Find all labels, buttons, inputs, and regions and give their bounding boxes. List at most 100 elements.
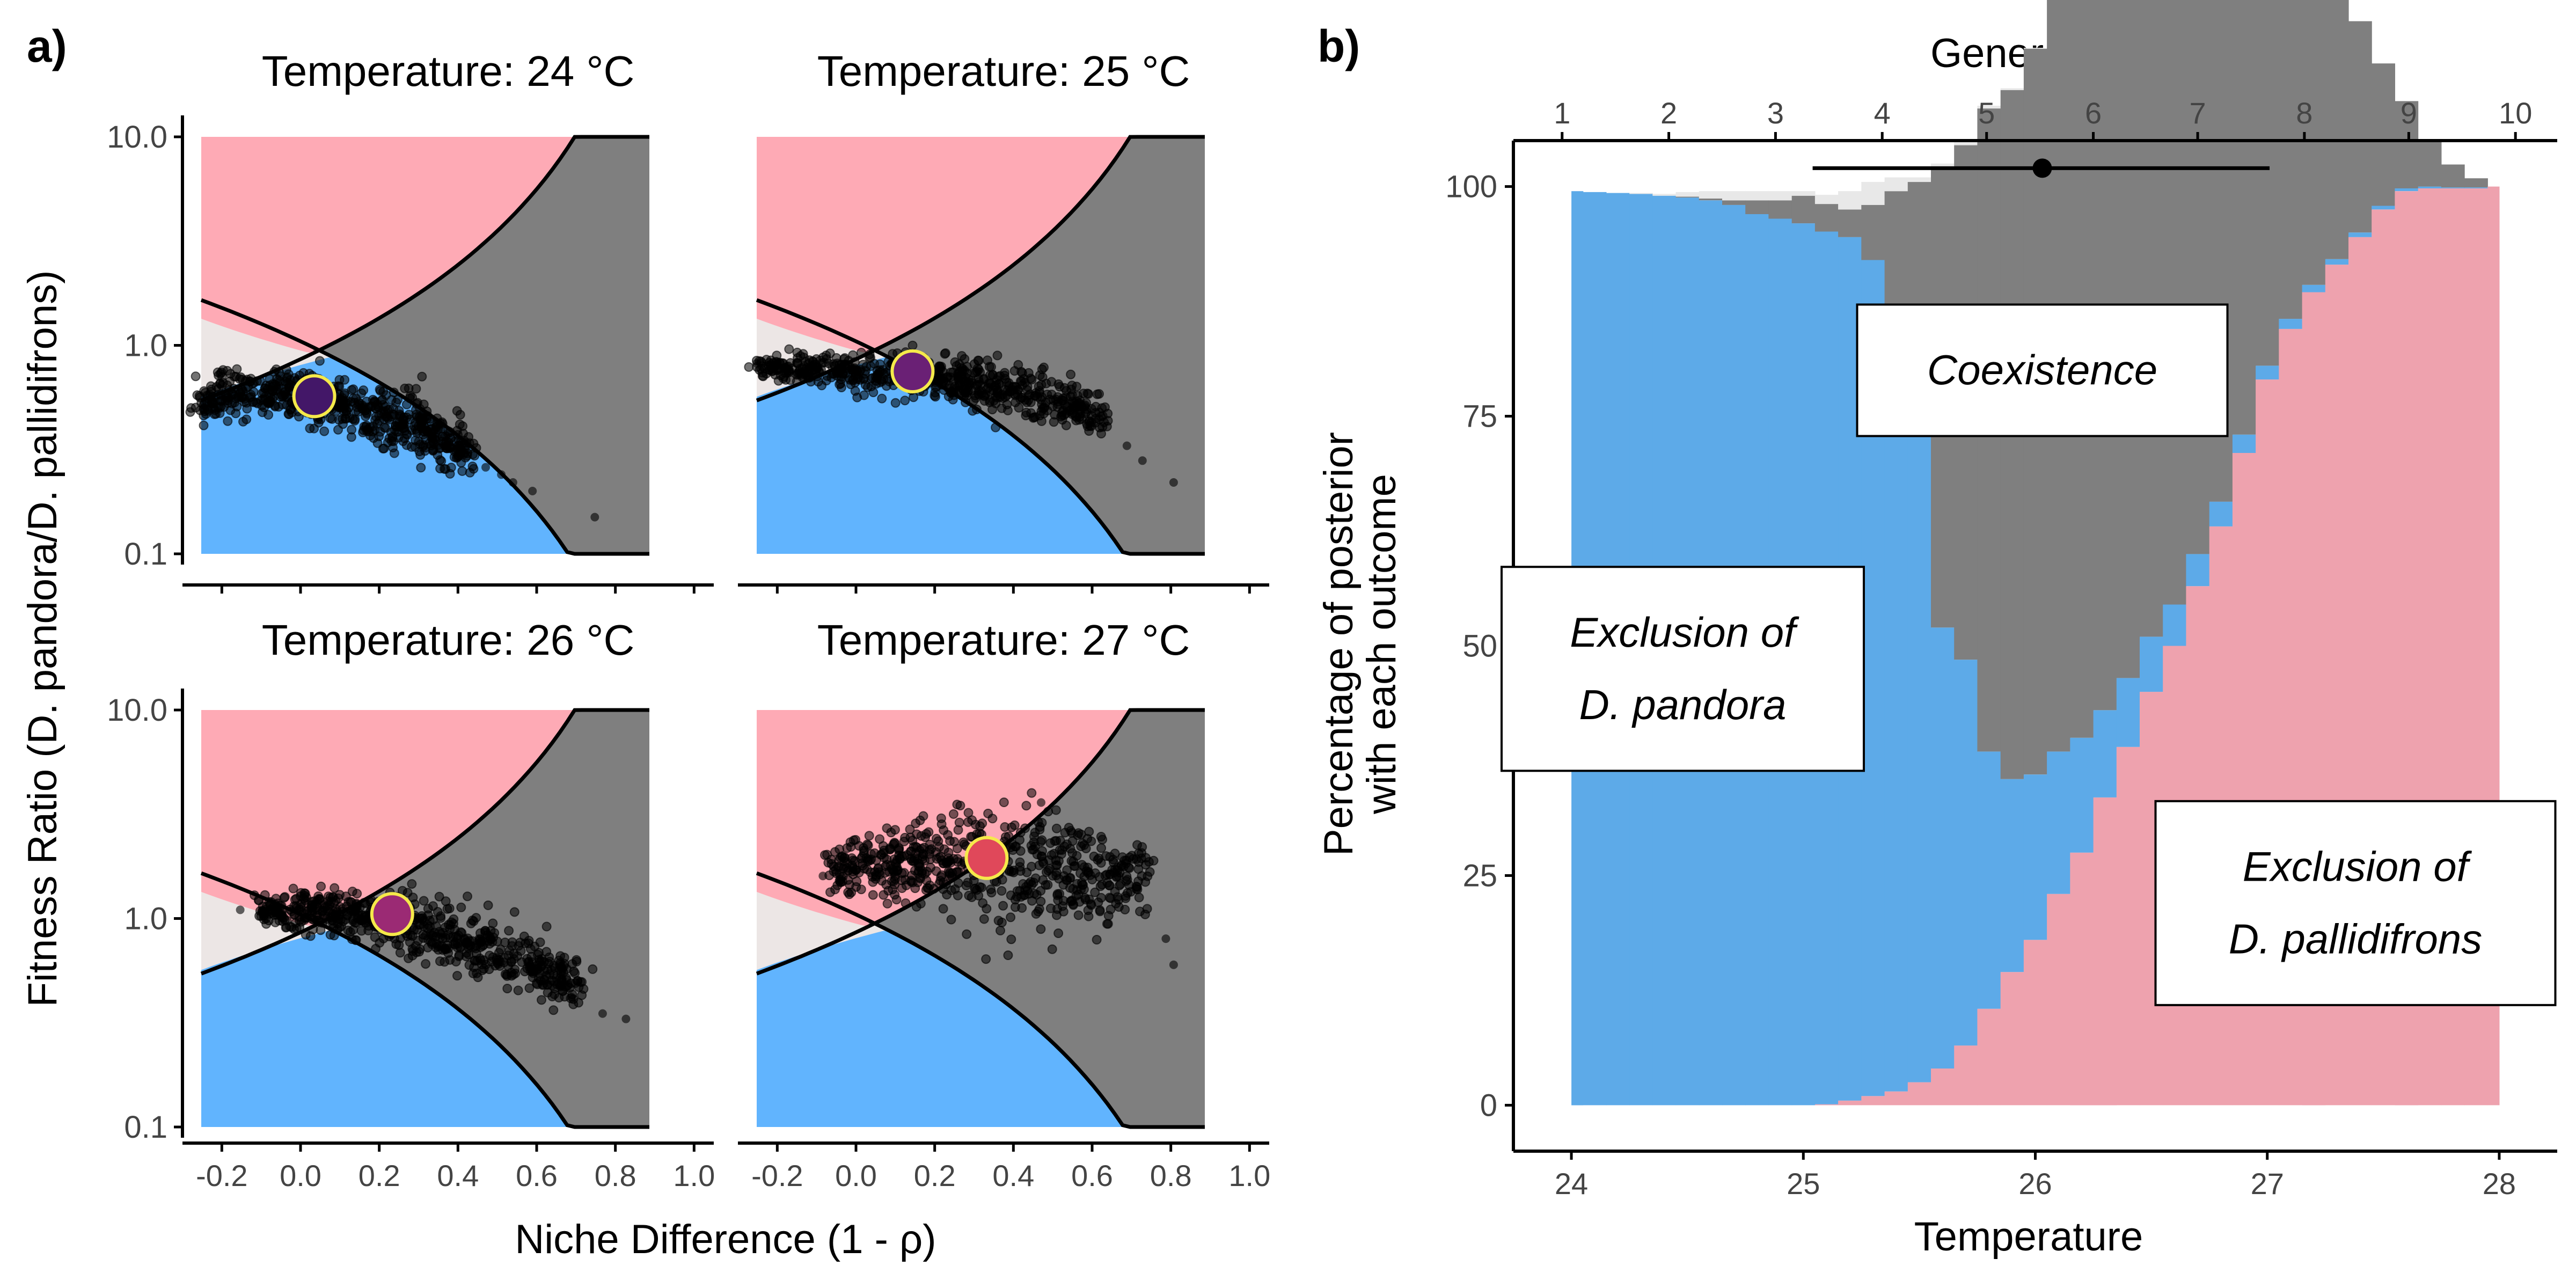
posterior-point — [933, 836, 943, 846]
posterior-point — [1043, 807, 1053, 817]
stack-bar-segment — [2093, 797, 2117, 1106]
posterior-point — [981, 954, 991, 964]
posterior-point — [281, 364, 291, 375]
stack-bar-segment — [2116, 678, 2140, 747]
y-tick-label: 1.0 — [124, 902, 167, 936]
posterior-point — [838, 871, 848, 881]
posterior-point — [506, 968, 516, 978]
posterior-point — [890, 890, 900, 900]
posterior-point — [405, 391, 415, 401]
stack-bar-segment — [2000, 779, 2024, 972]
posterior-point — [1041, 880, 1051, 890]
posterior-point — [269, 367, 280, 377]
stack-bar-segment — [1699, 191, 1723, 199]
posterior-point — [1062, 865, 1072, 875]
posterior-point — [393, 427, 404, 437]
posterior-point — [509, 907, 519, 917]
stack-bar-segment — [1838, 209, 1862, 237]
posterior-point — [513, 985, 523, 996]
posterior-point — [1108, 858, 1118, 868]
posterior-point — [910, 854, 920, 864]
posterior-point — [379, 422, 389, 433]
posterior-point — [901, 898, 911, 908]
posterior-point — [236, 905, 245, 914]
panel-a: a) Fitness Ratio (D. pandora/D. pallidif… — [20, 21, 1270, 1262]
posterior-point — [890, 398, 901, 408]
posterior-point — [752, 359, 761, 368]
stack-bar-segment — [2302, 284, 2326, 292]
posterior-point — [312, 899, 322, 909]
posterior-point — [274, 375, 284, 385]
posterior-point — [328, 892, 338, 902]
posterior-point — [862, 864, 872, 874]
stack-bar-segment — [1977, 106, 2001, 109]
posterior-point — [1068, 398, 1078, 408]
posterior-point — [957, 351, 967, 361]
stack-bar-segment — [2395, 188, 2419, 192]
posterior-point — [300, 889, 310, 898]
posterior-point — [445, 933, 455, 943]
x-tick-label: 0.6 — [1071, 1159, 1113, 1192]
posterior-point — [889, 838, 899, 848]
posterior-point — [273, 898, 283, 909]
posterior-point — [264, 916, 274, 926]
stack-bar-segment — [1675, 192, 1700, 197]
posterior-point — [314, 356, 325, 366]
posterior-point — [1096, 843, 1107, 853]
posterior-point — [1064, 406, 1074, 416]
posterior-point — [251, 397, 261, 407]
posterior-point — [1016, 892, 1026, 902]
posterior-point — [945, 855, 955, 866]
posterior-point — [1050, 409, 1060, 420]
posterior-point — [327, 414, 337, 424]
posterior-point — [863, 840, 873, 851]
posterior-point — [1055, 382, 1065, 392]
stack-bar-segment — [2023, 774, 2047, 940]
stack-bar-segment — [2325, 0, 2349, 259]
posterior-point — [882, 898, 892, 909]
stack-bar-segment — [2279, 319, 2303, 329]
x-tick-label: 1.0 — [673, 1159, 715, 1192]
posterior-point — [419, 896, 429, 906]
posterior-point — [1097, 422, 1108, 432]
posterior-point — [383, 413, 393, 423]
top-tick-label: 9 — [2401, 96, 2417, 130]
posterior-point — [1078, 838, 1087, 848]
posterior-point — [541, 921, 552, 932]
posterior-point — [975, 379, 985, 390]
posterior-point — [506, 956, 516, 967]
stack-bar-segment — [1629, 193, 1653, 194]
x-tick-label: 24 — [1555, 1167, 1588, 1201]
posterior-point — [1094, 872, 1104, 882]
posterior-point — [291, 894, 302, 904]
posterior-point — [343, 925, 353, 935]
x-tick-label: 0.2 — [914, 1159, 956, 1192]
stack-bar-segment — [2395, 101, 2419, 188]
posterior-point — [215, 379, 225, 389]
stack-bar-segment — [2232, 0, 2256, 435]
posterior-point — [848, 855, 858, 866]
posterior-point — [388, 443, 398, 452]
posterior-point — [407, 879, 417, 889]
posterior-point — [277, 909, 287, 919]
panel-a-label: a) — [27, 21, 67, 71]
posterior-point — [559, 958, 569, 969]
posterior-point — [1065, 873, 1075, 883]
posterior-point — [850, 357, 860, 367]
facet-axes: 0.1 1.0 10.0 — [107, 115, 714, 594]
posterior-point — [1026, 397, 1036, 407]
stack-bar-segment — [1931, 627, 1955, 1069]
x-tick-label: 0.4 — [437, 1159, 479, 1192]
annotation-box — [1501, 566, 1865, 772]
posterior-point — [1169, 478, 1178, 487]
annotation-text: Exclusion of — [1570, 609, 1799, 656]
posterior-point — [1037, 818, 1047, 828]
stack-bar-segment — [1861, 1096, 1885, 1106]
boundary-curve-lower — [756, 871, 1205, 1129]
posterior-point — [1143, 871, 1153, 881]
x-tick-label: 26 — [2018, 1167, 2052, 1201]
x-tick-label: 27 — [2251, 1167, 2284, 1201]
annotation-text: Exclusion of — [2243, 843, 2472, 890]
posterior-point — [258, 407, 267, 418]
